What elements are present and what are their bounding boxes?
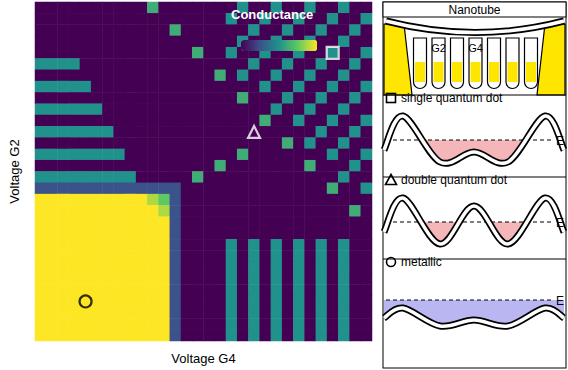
svg-text:E: E	[556, 294, 564, 308]
svg-text:Voltage G4: Voltage G4	[171, 351, 235, 366]
svg-text:G2: G2	[431, 42, 446, 54]
svg-text:Conductance: Conductance	[231, 7, 313, 22]
svg-text:single quantum dot: single quantum dot	[401, 91, 503, 105]
svg-text:E: E	[556, 134, 564, 148]
svg-text:Voltage G2: Voltage G2	[7, 139, 22, 203]
svg-text:metallic: metallic	[401, 255, 442, 269]
svg-text:double quantum dot: double quantum dot	[401, 173, 508, 187]
svg-text:G4: G4	[468, 42, 483, 54]
svg-text:Nanotube: Nanotube	[448, 3, 500, 17]
svg-text:E: E	[556, 216, 564, 230]
